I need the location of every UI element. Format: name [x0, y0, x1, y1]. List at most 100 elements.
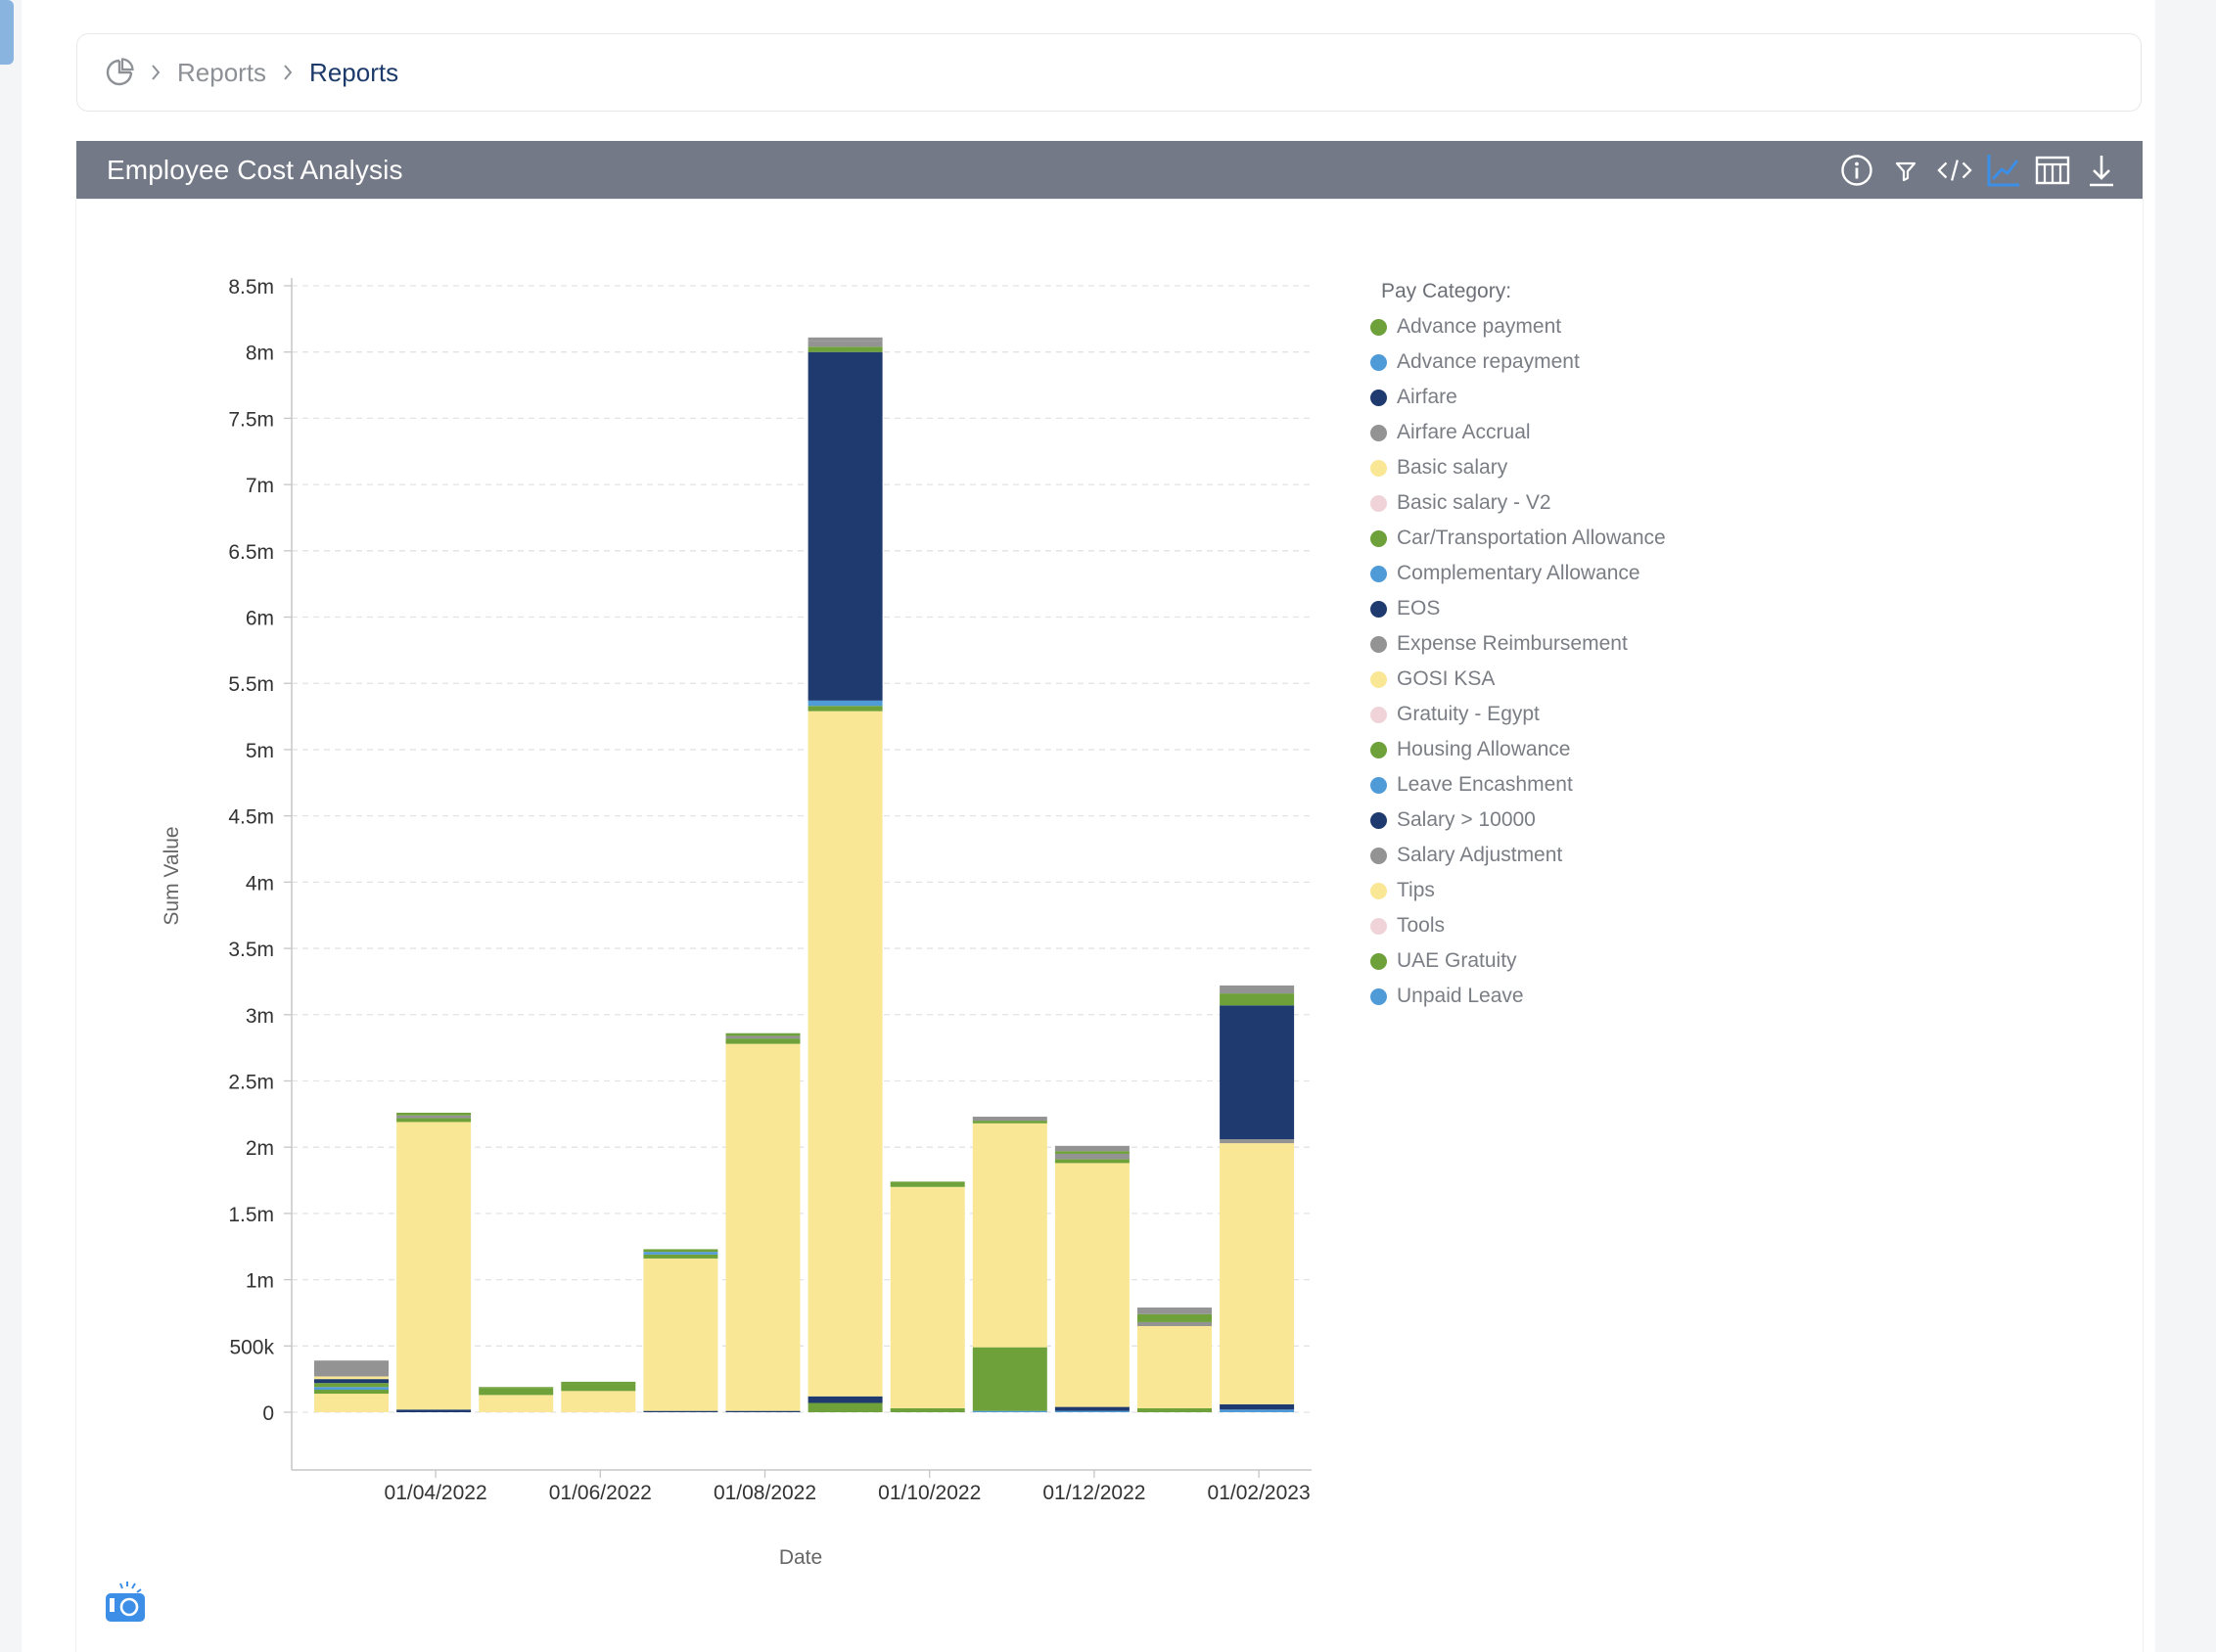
bar-segment — [808, 346, 883, 352]
legend-dot — [1370, 635, 1387, 653]
chevron-right-icon — [134, 63, 177, 82]
legend-item[interactable]: Housing Allowance — [1370, 732, 1666, 767]
bar-segment — [808, 341, 883, 347]
chevron-right-icon — [266, 63, 309, 82]
y-tick-label: 2.5m — [228, 1071, 274, 1093]
bar-segment — [1220, 998, 1295, 1006]
info-icon[interactable] — [1839, 151, 1874, 190]
bar-segment — [1220, 1143, 1295, 1404]
y-tick-label: 3.5m — [228, 939, 274, 961]
legend-label: Housing Allowance — [1397, 738, 1571, 760]
legend-dot — [1370, 917, 1387, 935]
bar-segment — [1054, 1153, 1130, 1160]
legend-dot — [1370, 670, 1387, 688]
stacked-bar-chart: 0 500k 1m 1.5m 2m 2.5m 3m 3.5m 4m 4.5m 5m 5.5m 6m 6.5… — [161, 276, 1312, 1569]
bar-segment — [808, 700, 883, 707]
bar-segment — [1220, 1403, 1295, 1410]
legend-label: UAE Gratuity — [1397, 949, 1517, 972]
bar-segment — [314, 1389, 389, 1395]
legend-item[interactable]: GOSI KSA — [1370, 662, 1666, 697]
bar-segment — [890, 1186, 965, 1408]
camera-icon[interactable] — [102, 1580, 149, 1627]
bar-segment — [1220, 1409, 1295, 1412]
x-tick-label: 01/06/2022 — [549, 1482, 652, 1504]
bar-segment — [1137, 1308, 1212, 1314]
legend-item[interactable]: Advance repayment — [1370, 344, 1666, 380]
y-tick-label: 4m — [246, 872, 274, 895]
bar-segment — [643, 1252, 718, 1255]
legend-item[interactable]: Tips — [1370, 873, 1666, 908]
legend-item[interactable]: Airfare — [1370, 380, 1666, 415]
legend-dot — [1370, 318, 1387, 336]
legend-item[interactable]: Airfare Accrual — [1370, 415, 1666, 450]
y-tick-label: 6m — [246, 608, 274, 630]
bar-segment — [808, 351, 883, 701]
legend-item[interactable]: Salary Adjustment — [1370, 838, 1666, 873]
breadcrumb-item-reports[interactable]: Reports — [177, 57, 267, 87]
legend-dot — [1370, 424, 1387, 441]
bar-segment — [314, 1379, 389, 1384]
legend-item[interactable]: Unpaid Leave — [1370, 979, 1666, 1014]
bar-segment — [808, 711, 883, 1397]
bar-segment — [1220, 985, 1295, 994]
bar-segment — [643, 1254, 718, 1259]
bar-segment — [1220, 1139, 1295, 1144]
table-icon[interactable] — [2035, 151, 2070, 190]
legend-item[interactable]: Advance payment — [1370, 309, 1666, 344]
bar-segment — [643, 1249, 718, 1253]
y-tick-label: 4.5m — [228, 806, 274, 829]
bar-segment — [972, 1410, 1047, 1412]
y-tick-label: 5.5m — [228, 673, 274, 696]
bar-segment — [1054, 1406, 1130, 1411]
bar-segment — [808, 1402, 883, 1412]
legend-item[interactable]: EOS — [1370, 591, 1666, 626]
legend-dot — [1370, 952, 1387, 970]
bar-segment — [1054, 1159, 1130, 1164]
y-tick-label: 2m — [246, 1137, 274, 1160]
bar-segment — [1137, 1407, 1212, 1412]
legend-item[interactable]: UAE Gratuity — [1370, 943, 1666, 979]
legend-item[interactable]: Car/Transportation Allowance — [1370, 521, 1666, 556]
y-tick-label: 7m — [246, 475, 274, 497]
bar-segment — [314, 1383, 389, 1388]
legend-item[interactable]: Expense Reimbursement — [1370, 626, 1666, 662]
legend-item[interactable]: Leave Encashment — [1370, 767, 1666, 803]
bar-segment — [808, 337, 883, 342]
y-tick-label: 7.5m — [228, 408, 274, 431]
bar-segment — [1137, 1313, 1212, 1322]
bar-segment — [643, 1258, 718, 1411]
legend-label: Gratuity - Egypt — [1397, 703, 1540, 725]
y-tick-label: 6.5m — [228, 541, 274, 564]
line-chart-icon[interactable] — [1986, 151, 2021, 190]
filter-icon[interactable] — [1888, 151, 1923, 190]
bar-segment — [725, 1038, 801, 1044]
legend-dot — [1370, 494, 1387, 512]
bar-segment — [479, 1388, 554, 1396]
legend-item[interactable]: Gratuity - Egypt — [1370, 697, 1666, 732]
legend-label: Leave Encashment — [1397, 773, 1573, 796]
reports-home-icon[interactable] — [105, 58, 134, 87]
legend-item[interactable]: Basic salary — [1370, 450, 1666, 485]
legend-item[interactable]: Basic salary - V2 — [1370, 485, 1666, 521]
bar-segment — [396, 1115, 472, 1119]
bar-segment — [972, 1123, 1047, 1348]
code-icon[interactable] — [1937, 151, 1972, 190]
legend-item[interactable]: Tools — [1370, 908, 1666, 943]
download-icon[interactable] — [2084, 151, 2119, 190]
bar-segment — [396, 1112, 472, 1116]
bar-segment — [725, 1032, 801, 1036]
bar-segment — [396, 1122, 472, 1410]
legend-dot — [1370, 353, 1387, 371]
y-tick-label: 3m — [246, 1005, 274, 1028]
legend-dot — [1370, 706, 1387, 723]
legend-item[interactable]: Complementary Allowance — [1370, 556, 1666, 591]
bar-segment — [1054, 1163, 1130, 1407]
legend-item[interactable]: Salary > 10000 — [1370, 803, 1666, 838]
bar-segment — [972, 1121, 1047, 1124]
bar-segment — [561, 1381, 636, 1385]
legend-dot — [1370, 600, 1387, 618]
legend-label: Expense Reimbursement — [1397, 632, 1628, 655]
y-axis-title: Sum Value — [161, 826, 183, 925]
bar-segment — [1137, 1325, 1212, 1408]
side-panel-tab[interactable] — [0, 0, 14, 65]
